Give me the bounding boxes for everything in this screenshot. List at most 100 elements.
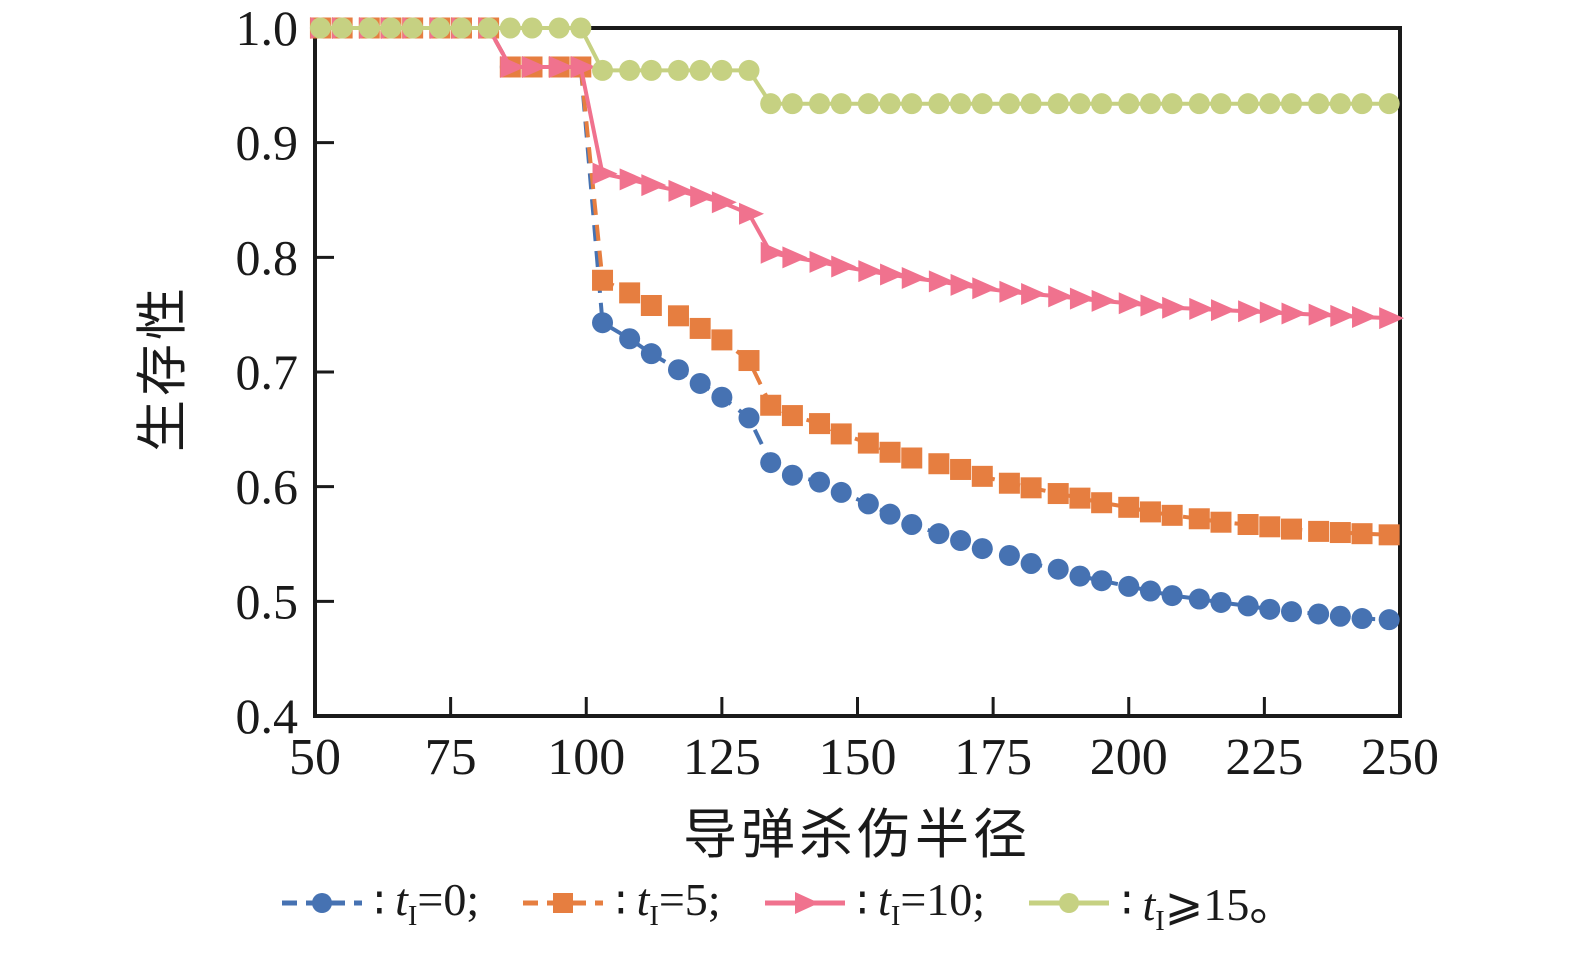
marker-triangle-right (739, 202, 764, 225)
marker-circle (1237, 93, 1259, 115)
marker-square (1210, 511, 1232, 533)
x-tick-label: 75 (425, 729, 477, 786)
marker-square (667, 305, 689, 327)
marker-square (1378, 524, 1400, 546)
marker-circle (640, 343, 662, 365)
legend-item-t10: ∶ tI=10; (763, 873, 985, 933)
marker-circle (521, 17, 543, 39)
marker-circle (809, 471, 831, 493)
marker-triangle-right (880, 263, 906, 286)
y-tick-label: 0.5 (236, 573, 299, 629)
marker-square (830, 423, 852, 445)
x-tick-label: 125 (683, 729, 761, 786)
marker-circle (830, 93, 852, 115)
x-tick-label: 100 (547, 729, 625, 786)
marker-circle (1161, 585, 1183, 607)
marker-triangle-right (1021, 283, 1047, 306)
x-tick-label: 225 (1225, 729, 1303, 786)
marker-square (879, 441, 901, 463)
marker-square (928, 453, 950, 475)
marker-triangle-right (1352, 305, 1378, 328)
marker-circle (830, 481, 852, 503)
marker-square (619, 282, 641, 304)
marker-square (998, 472, 1020, 494)
marker-square (1259, 516, 1281, 538)
marker-triangle-right (641, 174, 667, 197)
marker-circle (1091, 570, 1113, 592)
marker-circle (1210, 591, 1232, 613)
marker-square (1047, 483, 1069, 505)
legend-label-t5: tI=5; (636, 874, 721, 933)
legend-marker-shape (553, 893, 574, 914)
marker-triangle-right (1189, 297, 1215, 320)
marker-circle (1188, 93, 1210, 115)
marker-circle (1047, 93, 1069, 115)
marker-circle (1329, 605, 1351, 627)
marker-circle (499, 17, 521, 39)
marker-circle (1139, 580, 1161, 602)
marker-circle (619, 328, 641, 350)
x-axis-label: 导弹杀伤半径 (683, 805, 1031, 865)
marker-triangle-right (858, 260, 884, 283)
y-tick-label: 0.4 (236, 688, 299, 744)
marker-square (640, 294, 662, 316)
marker-square (1161, 504, 1183, 526)
y-tick-label: 1.0 (236, 0, 299, 56)
marker-circle (309, 17, 331, 39)
marker-circle (1047, 558, 1069, 580)
marker-triangle-right (901, 266, 927, 289)
legend-marker-t10 (764, 892, 845, 915)
marker-square (971, 465, 993, 487)
marker-circle (1069, 565, 1091, 587)
marker-square (1069, 487, 1091, 509)
x-tick-label: 200 (1090, 729, 1168, 786)
marker-circle (1188, 588, 1210, 610)
x-tick-label: 150 (819, 729, 897, 786)
marker-circle (1161, 93, 1183, 115)
marker-circle (1378, 609, 1400, 631)
marker-triangle-right (1308, 303, 1334, 326)
marker-circle (331, 17, 353, 39)
legend-item-t15plus: ∶ tI⩾15。 (1027, 868, 1295, 938)
marker-circle (1259, 598, 1281, 620)
marker-circle (809, 93, 831, 115)
marker-circle (1351, 608, 1373, 630)
legend-item-t0: ∶ tI=0; (280, 873, 479, 933)
marker-square (1308, 520, 1330, 542)
marker-circle (1308, 93, 1330, 115)
marker-circle (1351, 93, 1373, 115)
marker-triangle-right (1162, 296, 1188, 319)
series-markers-t5 (309, 17, 1400, 546)
marker-triangle-right (1118, 292, 1144, 315)
y-tick-label: 0.7 (236, 344, 299, 400)
marker-square (760, 394, 782, 416)
legend-item-t5: ∶ tI=5; (521, 873, 721, 933)
marker-circle (478, 17, 500, 39)
marker-circle (971, 93, 993, 115)
marker-circle (998, 544, 1020, 566)
legend-colon: ∶ (373, 878, 386, 928)
marker-circle (1020, 552, 1042, 574)
marker-square (809, 413, 831, 435)
marker-triangle-right (760, 241, 786, 264)
marker-triangle-right (549, 55, 575, 78)
legend-label-t10: tI=10; (878, 874, 986, 933)
marker-square (1329, 522, 1351, 544)
marker-circle (879, 503, 901, 525)
marker-circle (760, 452, 782, 474)
marker-triangle-right (809, 250, 835, 273)
marker-triangle-right (1048, 285, 1074, 308)
marker-square (738, 350, 760, 372)
marker-triangle-right (928, 270, 954, 293)
marker-circle (570, 17, 592, 39)
marker-circle (879, 93, 901, 115)
marker-circle (689, 372, 711, 394)
series-markers-t0 (309, 17, 1400, 631)
series-markers-t15plus (309, 17, 1400, 115)
marker-square (1139, 501, 1161, 523)
x-tick-label: 175 (954, 729, 1032, 786)
marker-triangle-right (1330, 304, 1356, 327)
legend-label-t15plus: tI⩾15。 (1142, 879, 1296, 938)
marker-triangle-right (619, 168, 645, 191)
